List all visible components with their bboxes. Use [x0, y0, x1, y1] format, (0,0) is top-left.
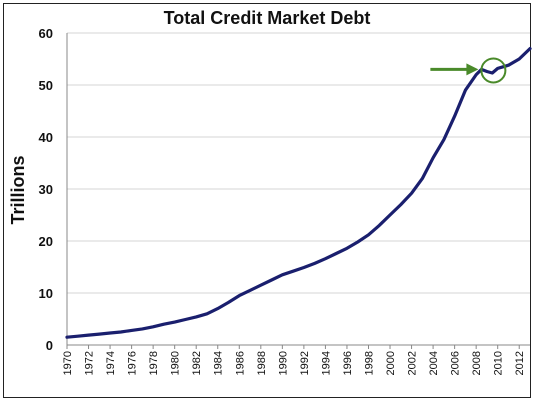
- series-group: [65, 47, 532, 339]
- x-tick-label: 1982: [191, 351, 203, 375]
- x-tick-label: 1990: [277, 351, 289, 375]
- x-tick-label: 2000: [385, 351, 397, 375]
- y-tick-label: 0: [46, 338, 53, 353]
- y-tick-labels: 0 10 20 30 40 50 60: [39, 26, 53, 353]
- x-tick-label: 1974: [105, 351, 117, 375]
- x-tick-label: 2006: [450, 351, 462, 375]
- x-tick-label: 1994: [320, 351, 332, 375]
- x-tick-label: 2010: [493, 351, 505, 375]
- highlight-circle: [480, 57, 507, 84]
- y-tick-label: 40: [39, 130, 53, 145]
- x-tick-label: 1978: [148, 351, 160, 375]
- x-tick-labels: 1970 1972 1974 1976 1978 1980 1982 1984 1986 1988…: [62, 351, 526, 375]
- x-tick-label: 1976: [127, 351, 139, 375]
- x-tick-label: 2008: [471, 351, 483, 375]
- x-tick-label: 1980: [170, 351, 182, 375]
- x-tick-label: 2012: [514, 351, 526, 375]
- x-tick-label: 1972: [84, 351, 96, 375]
- x-tick-label: 2002: [407, 351, 419, 375]
- annotations: [430, 57, 507, 84]
- chart-title: Total Credit Market Debt: [164, 8, 371, 28]
- y-tick-label: 10: [39, 286, 53, 301]
- debt-series-line: [65, 47, 532, 339]
- arrow-head: [466, 63, 479, 76]
- x-tick-label: 1992: [299, 351, 311, 375]
- axes: [66, 33, 530, 349]
- x-tick-label: 1986: [234, 351, 246, 375]
- x-tick-label: 1988: [256, 351, 268, 375]
- y-tick-label: 20: [39, 234, 53, 249]
- x-tick-label: 1996: [342, 351, 354, 375]
- y-tick-label: 30: [39, 182, 53, 197]
- x-tick-label: 2004: [428, 351, 440, 375]
- x-tick-label: 1970: [62, 351, 74, 375]
- x-tick-label: 1998: [363, 351, 375, 375]
- gridlines: [67, 32, 530, 294]
- y-tick-label: 60: [39, 26, 53, 41]
- y-axis-label: Trillions: [8, 155, 28, 224]
- x-tick-label: 1984: [213, 351, 225, 375]
- y-tick-label: 50: [39, 78, 53, 93]
